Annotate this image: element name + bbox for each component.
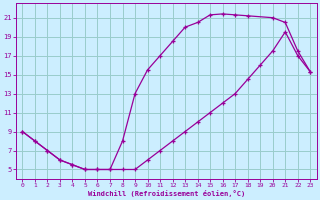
X-axis label: Windchill (Refroidissement éolien,°C): Windchill (Refroidissement éolien,°C) [88,190,245,197]
